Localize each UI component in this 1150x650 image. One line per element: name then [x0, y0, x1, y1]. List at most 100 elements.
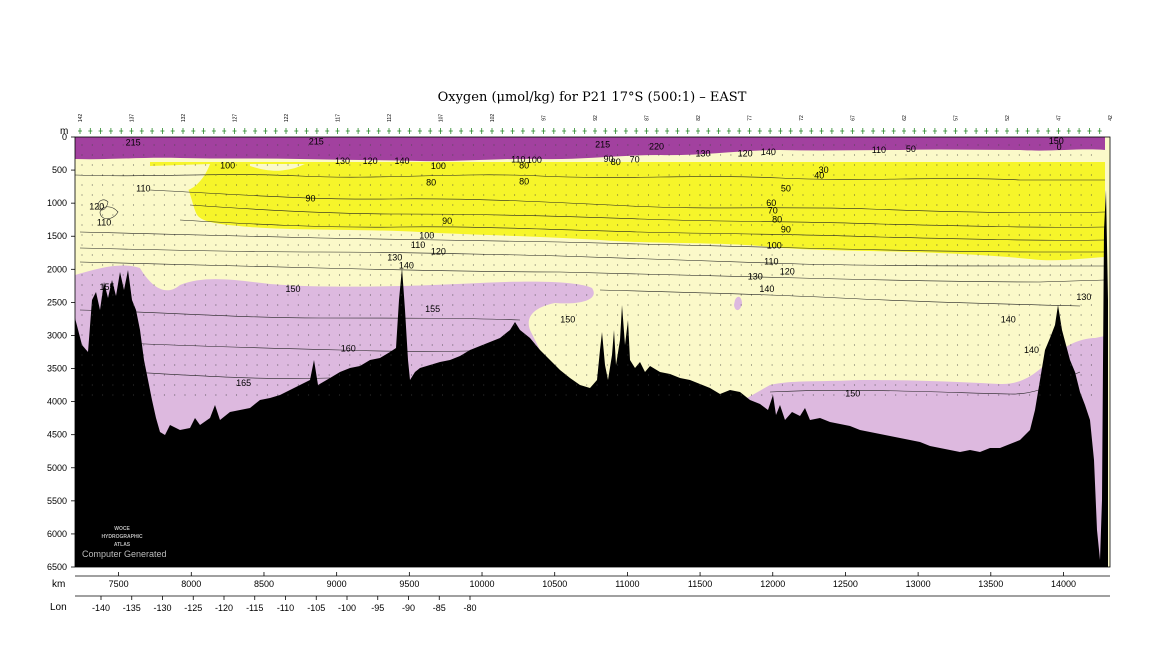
sample-point	[781, 394, 783, 396]
sample-point	[606, 394, 608, 396]
sample-point	[956, 154, 959, 156]
sample-point	[1059, 334, 1062, 336]
sample-point	[668, 154, 670, 156]
sample-point	[338, 374, 341, 376]
sample-point	[184, 144, 186, 146]
sample-point	[771, 274, 773, 276]
sample-point	[534, 174, 536, 176]
sample-point	[328, 164, 330, 166]
sample-point	[1059, 244, 1062, 246]
sample-point	[297, 304, 299, 306]
sample-point	[493, 264, 495, 266]
sample-point	[1070, 344, 1072, 346]
sample-point	[143, 384, 145, 386]
sample-point	[946, 274, 948, 276]
sample-point	[215, 314, 217, 316]
sample-point	[380, 214, 382, 216]
sample-point	[874, 234, 876, 236]
sample-point	[132, 384, 135, 386]
sample-point	[132, 314, 135, 316]
sample-point	[174, 144, 176, 146]
sample-point	[411, 384, 413, 386]
sample-point	[606, 294, 608, 296]
sample-point	[771, 144, 773, 146]
sample-point	[153, 344, 155, 346]
km-tick-label: 8000	[181, 579, 201, 589]
sample-point	[112, 164, 114, 166]
km-tick-label: 13500	[978, 579, 1003, 589]
sample-point	[1049, 144, 1051, 146]
sample-point	[895, 214, 897, 216]
sample-point	[946, 184, 948, 186]
sample-point	[699, 394, 701, 396]
sample-point	[369, 194, 371, 196]
sample-point	[709, 354, 711, 356]
sample-point	[781, 154, 783, 156]
sample-point	[544, 184, 547, 186]
contour-label: 120	[89, 201, 104, 211]
km-tick-label: 11500	[688, 579, 712, 589]
sample-point	[1059, 234, 1062, 236]
sample-point	[967, 264, 969, 266]
sample-point	[328, 394, 330, 396]
sample-point	[802, 264, 804, 266]
sample-point	[184, 394, 186, 396]
sample-point	[823, 304, 825, 306]
sample-point	[771, 214, 773, 216]
sample-point	[441, 154, 444, 156]
sample-point	[184, 214, 186, 216]
sample-point	[452, 144, 454, 146]
sample-point	[699, 164, 701, 166]
sample-point	[369, 394, 371, 396]
contour-label: 165	[236, 378, 251, 388]
contour-label: 110	[411, 240, 425, 250]
sample-point	[606, 334, 608, 336]
sample-point	[225, 294, 227, 296]
sample-point	[956, 334, 959, 336]
contour-label: 150	[845, 389, 860, 399]
sample-point	[514, 254, 516, 256]
sample-point	[575, 184, 577, 186]
sample-point	[606, 144, 608, 146]
sample-point	[936, 324, 938, 326]
sample-point	[781, 294, 783, 296]
sample-point	[524, 144, 526, 146]
sample-point	[503, 324, 505, 326]
sample-point	[277, 154, 279, 156]
sample-point	[431, 254, 433, 256]
sample-point	[349, 354, 351, 356]
sample-point	[256, 374, 258, 376]
sample-point	[967, 314, 969, 316]
sample-point	[884, 334, 886, 336]
sample-point	[277, 334, 279, 336]
sample-point	[637, 334, 639, 336]
sample-point	[308, 304, 310, 306]
sample-point	[1080, 194, 1082, 196]
sample-point	[905, 234, 907, 236]
sample-point	[864, 204, 866, 206]
sample-point	[472, 304, 474, 306]
depth-tick-label: 1000	[47, 198, 67, 208]
sample-point	[184, 344, 186, 346]
sample-point	[946, 224, 948, 226]
sample-point	[596, 324, 598, 326]
sample-point	[544, 274, 547, 276]
sample-point	[915, 294, 917, 296]
sample-point	[132, 394, 135, 396]
contour-label: 90	[442, 216, 452, 226]
sample-point	[472, 284, 474, 286]
sample-point	[359, 274, 361, 276]
sample-point	[431, 344, 433, 346]
sample-point	[359, 374, 361, 376]
computer-generated-label: Computer Generated	[82, 549, 167, 559]
sample-point	[709, 184, 711, 186]
sample-point	[1008, 394, 1010, 396]
sample-point	[884, 234, 886, 236]
sample-point	[864, 224, 866, 226]
sample-point	[544, 344, 547, 346]
sample-point	[215, 384, 217, 386]
sample-point	[514, 214, 516, 216]
sample-point	[606, 244, 608, 246]
sample-point	[266, 314, 268, 316]
sample-point	[122, 204, 124, 206]
